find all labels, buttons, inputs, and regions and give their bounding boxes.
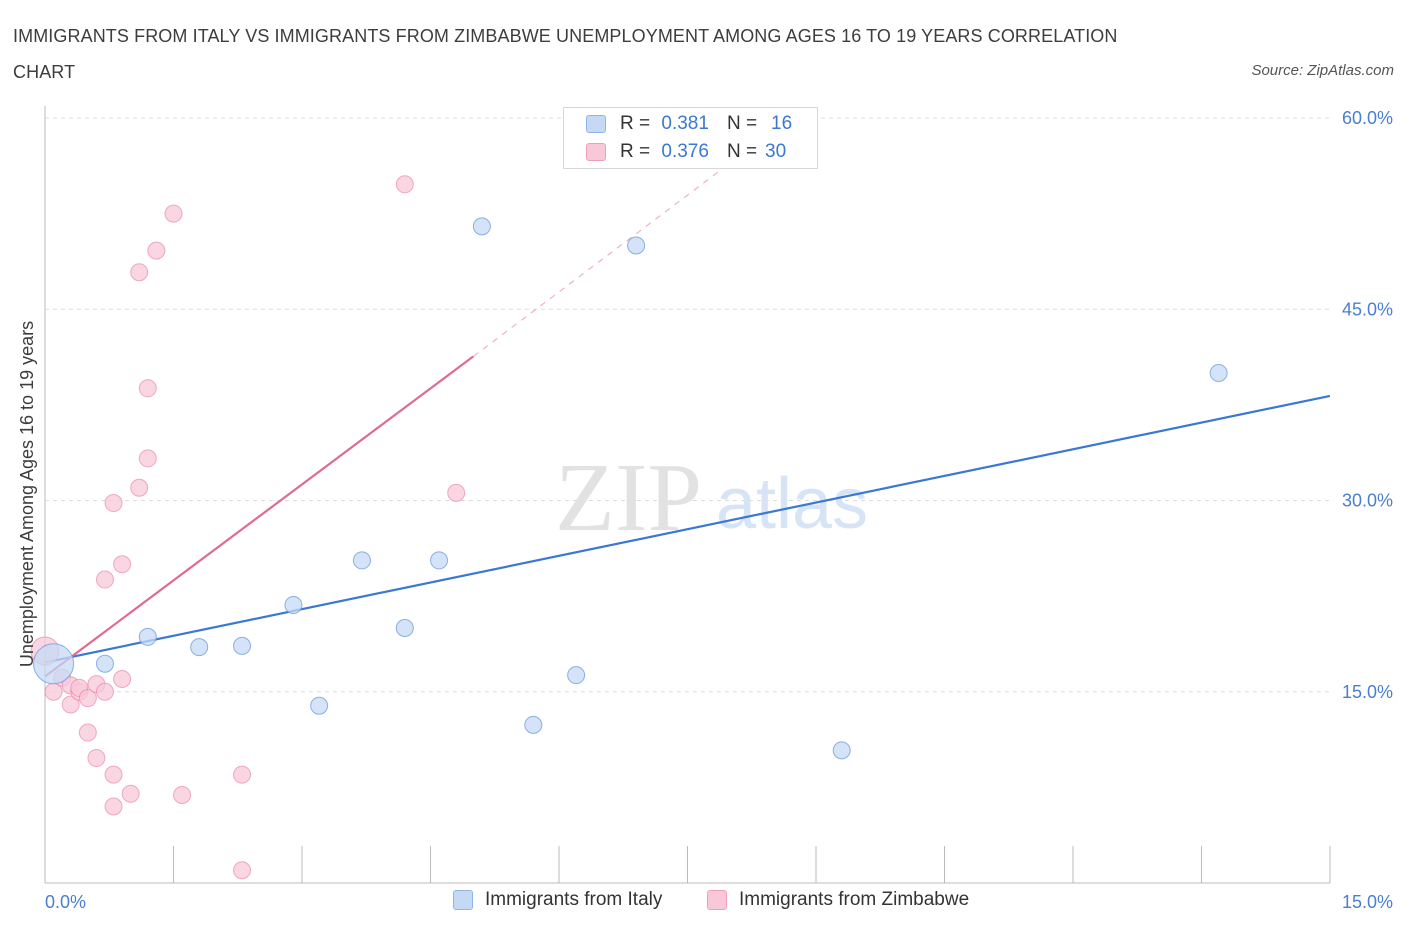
- point-zimbabwe: [138, 379, 157, 398]
- point-zimbabwe: [130, 263, 149, 282]
- point-italy: [352, 551, 371, 570]
- point-zimbabwe: [173, 786, 192, 805]
- stats-legend: R = 0.381 N = 16 R = 0.376 N = 30: [563, 107, 818, 169]
- point-zimbabwe: [138, 449, 157, 468]
- point-italy: [284, 596, 303, 615]
- gridlines: [45, 117, 1330, 693]
- legend-r-label-zimbabwe: R =: [620, 141, 651, 162]
- point-italy: [233, 636, 252, 655]
- y-axis-title: Unemployment Among Ages 16 to 19 years: [17, 321, 37, 667]
- point-zimbabwe: [113, 670, 132, 688]
- point-italy: [395, 619, 414, 637]
- legend-r-label-italy: R =: [620, 113, 651, 134]
- point-zimbabwe: [104, 765, 123, 784]
- point-italy: [310, 696, 329, 715]
- legend-row-italy: R = 0.381 N = 16: [586, 111, 792, 137]
- legend-r-value-italy: 0.381: [661, 113, 709, 134]
- y-tick-label-30: 30.0%: [1342, 491, 1393, 511]
- y-tick-label-45: 45.0%: [1342, 299, 1393, 319]
- x-tick-label-min: 0.0%: [45, 892, 86, 912]
- point-zimbabwe: [233, 765, 252, 784]
- watermark-zip: ZIP: [555, 444, 702, 552]
- bottom-legend-label-italy: Immigrants from Italy: [485, 889, 663, 910]
- point-italy: [524, 715, 543, 734]
- axes: [44, 106, 1331, 884]
- bottom-legend-italy: Immigrants from Italy: [453, 889, 662, 911]
- bottom-legend-swatch-zimbabwe: [707, 890, 727, 910]
- point-zimbabwe: [87, 749, 106, 768]
- bottom-legend-label-zimbabwe: Immigrants from Zimbabwe: [739, 889, 970, 910]
- point-zimbabwe: [95, 570, 114, 589]
- point-italy: [832, 741, 851, 760]
- y-tick-label-15: 15.0%: [1342, 682, 1393, 702]
- chart-title: IMMIGRANTS FROM ITALY VS IMMIGRANTS FROM…: [13, 26, 1118, 82]
- point-italy: [472, 217, 491, 236]
- trend-line-zimbabwe-extension: [472, 143, 757, 357]
- legend-r-value-zimbabwe: 0.376: [661, 141, 709, 162]
- point-italy: [95, 654, 114, 673]
- legend-n-label-italy: N =: [726, 113, 758, 134]
- point-italy: [33, 643, 75, 685]
- trend-line-zimbabwe: [44, 355, 474, 678]
- point-italy: [1209, 364, 1228, 382]
- tick-labels: 15.0% 30.0% 45.0% 60.0% 0.0% 15.0%: [45, 108, 1393, 912]
- point-italy: [430, 551, 449, 570]
- legend-row-zimbabwe: R = 0.376 N = 30: [586, 139, 786, 165]
- point-zimbabwe: [164, 204, 183, 223]
- legend-n-value-italy: 16: [771, 113, 793, 134]
- bottom-legend-swatch-italy: [453, 890, 473, 910]
- point-zimbabwe: [104, 494, 123, 513]
- point-zimbabwe: [233, 861, 252, 880]
- point-zimbabwe: [147, 241, 166, 260]
- bottom-legend-zimbabwe: Immigrants from Zimbabwe: [707, 889, 969, 911]
- source-label: Source: ZipAtlas.com: [1251, 62, 1394, 79]
- point-italy: [567, 666, 586, 685]
- point-italy: [190, 638, 209, 657]
- point-zimbabwe: [95, 682, 114, 701]
- point-zimbabwe: [130, 478, 149, 497]
- point-zimbabwe: [61, 695, 80, 714]
- point-zimbabwe: [78, 689, 97, 708]
- watermark: ZIP atlas: [555, 444, 868, 552]
- y-tick-label-60: 60.0%: [1342, 108, 1393, 128]
- point-zimbabwe: [104, 797, 123, 816]
- point-zimbabwe: [395, 175, 414, 194]
- trend-line-italy: [44, 394, 1331, 664]
- x-tick-label-max: 15.0%: [1342, 892, 1393, 912]
- legend-n-label-zimbabwe: N =: [726, 141, 758, 162]
- legend-swatch-italy: [586, 115, 606, 133]
- point-zimbabwe: [113, 555, 132, 574]
- point-italy: [627, 236, 646, 255]
- point-italy: [138, 627, 157, 646]
- trend-lines: [44, 143, 1331, 678]
- point-zimbabwe: [121, 784, 140, 803]
- legend-n-value-zimbabwe: 30: [765, 141, 787, 162]
- legend-swatch-zimbabwe: [586, 143, 606, 161]
- point-zimbabwe: [447, 483, 466, 502]
- point-zimbabwe: [78, 723, 97, 742]
- data-points: [30, 175, 1228, 880]
- watermark-atlas: atlas: [716, 464, 868, 544]
